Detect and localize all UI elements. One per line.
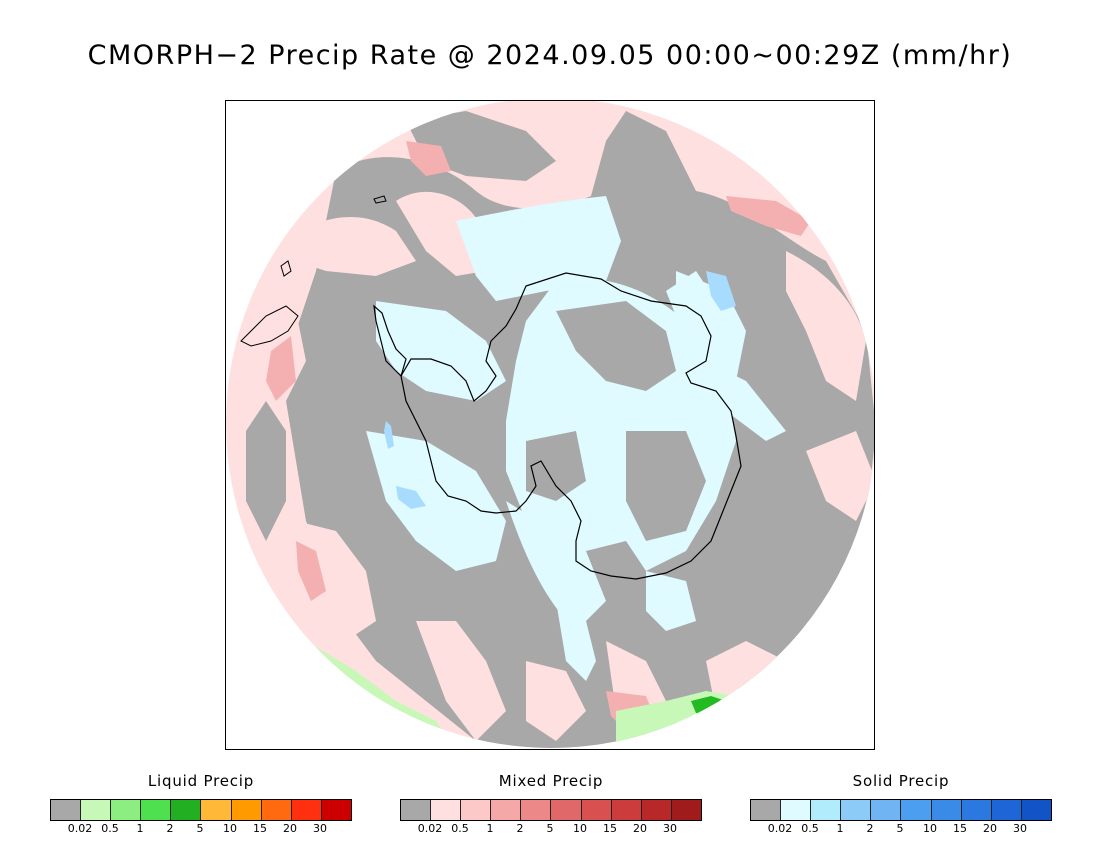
legend-tick-label: 15	[603, 822, 617, 835]
legend-tick-label: 0.02	[67, 822, 93, 835]
legend-swatch	[781, 800, 812, 820]
legend-colorbar	[400, 799, 702, 821]
legend-swatch	[991, 800, 1022, 820]
legend-swatch	[1021, 800, 1051, 820]
legend-swatch	[671, 800, 701, 820]
legend-solid: Solid Precip 0.02 0.5 1 2 5 10 15 20 30	[750, 772, 1052, 836]
legend-tick-label: 5	[546, 822, 554, 835]
legend-tick-label: 30	[663, 822, 677, 835]
legend-tick-label: 1	[136, 822, 144, 835]
legend-ticks: 0.02 0.5 1 2 5 10 15 20 30	[400, 822, 700, 836]
legend-swatch	[291, 800, 322, 820]
legend-swatch	[611, 800, 642, 820]
legend-swatch	[841, 800, 872, 820]
legend-tick-label: 0.5	[101, 822, 119, 835]
legend-swatch	[641, 800, 672, 820]
legend-swatch	[521, 800, 552, 820]
legend-tick-label: 10	[573, 822, 587, 835]
legend-swatch	[811, 800, 842, 820]
legend-tick-label: 20	[283, 822, 297, 835]
legend-tick-label: 15	[953, 822, 967, 835]
legend-title: Liquid Precip	[147, 772, 255, 790]
legend-tick-label: 10	[923, 822, 937, 835]
legend-colorbar	[50, 799, 352, 821]
solid-precip-heavy-regions	[384, 271, 736, 509]
legend-liquid: Liquid Precip 0.02 0.5 1 2 5 10 15 20 30	[50, 772, 352, 836]
legend-swatch	[461, 800, 492, 820]
legend-swatch	[51, 800, 82, 820]
legend-tick-label: 0.02	[767, 822, 793, 835]
legend-ticks: 0.02 0.5 1 2 5 10 15 20 30	[50, 822, 350, 836]
south-america-tip	[240, 305, 299, 347]
antarctica-coastline	[400, 272, 742, 580]
legend-tick-label: 20	[633, 822, 647, 835]
legend-swatch	[321, 800, 351, 820]
legend-tick-label: 2	[166, 822, 174, 835]
legend-swatch	[81, 800, 112, 820]
legend-ticks: 0.02 0.5 1 2 5 10 15 20 30	[750, 822, 1050, 836]
legend-title: Mixed Precip	[498, 772, 604, 790]
legend-tick-label: 20	[983, 822, 997, 835]
legend-tick-label: 10	[223, 822, 237, 835]
legend-swatch	[751, 800, 782, 820]
legend-tick-label: 5	[896, 822, 904, 835]
antarctic-interior-trace	[526, 301, 706, 581]
legend-swatch	[491, 800, 522, 820]
legend-tick-label: 1	[836, 822, 844, 835]
legend-swatch	[401, 800, 432, 820]
legend-swatch	[111, 800, 142, 820]
legend-swatch	[931, 800, 962, 820]
legend-tick-label: 1	[486, 822, 494, 835]
map-disc	[226, 101, 874, 748]
legend-mixed: Mixed Precip 0.02 0.5 1 2 5 10 15 20 30	[400, 772, 702, 836]
polar-map-canvas	[226, 101, 874, 748]
legend-tick-label: 0.02	[417, 822, 443, 835]
legend-tick-label: 0.5	[451, 822, 469, 835]
precip-map	[225, 100, 875, 750]
legend-tick-label: 30	[1013, 822, 1027, 835]
legend-swatch	[551, 800, 582, 820]
legend-colorbar	[750, 799, 1052, 821]
island-outline	[280, 260, 292, 277]
legend-swatch	[231, 800, 262, 820]
legend-swatch	[141, 800, 172, 820]
legend-swatch	[261, 800, 292, 820]
legend-tick-label: 5	[196, 822, 204, 835]
legend-swatch	[171, 800, 202, 820]
legend-swatch	[431, 800, 462, 820]
legend-swatch	[201, 800, 232, 820]
legend-tick-label: 2	[866, 822, 874, 835]
legend-title: Solid Precip	[852, 772, 950, 790]
legend-swatch	[901, 800, 932, 820]
legend-swatch	[871, 800, 902, 820]
page-title: CMORPH−2 Precip Rate @ 2024.09.05 00:00~…	[87, 40, 1013, 71]
legend-tick-label: 15	[253, 822, 267, 835]
island-outline	[373, 195, 387, 204]
legend-tick-label: 30	[313, 822, 327, 835]
legend-swatch	[581, 800, 612, 820]
legend-swatch	[961, 800, 992, 820]
legend-tick-label: 0.5	[801, 822, 819, 835]
antarctic-peninsula	[373, 304, 407, 378]
legend-tick-label: 2	[516, 822, 524, 835]
